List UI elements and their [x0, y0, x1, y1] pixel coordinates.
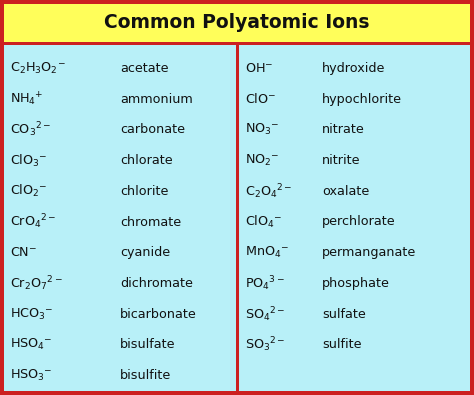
Text: bicarbonate: bicarbonate — [120, 308, 197, 321]
Text: CN$^{-}$: CN$^{-}$ — [10, 246, 37, 259]
Text: perchlorate: perchlorate — [322, 216, 396, 228]
Bar — [4, 4, 470, 42]
Bar — [236, 45, 239, 391]
Text: PO$_4$$^{3-}$: PO$_4$$^{3-}$ — [245, 274, 285, 293]
Text: nitrite: nitrite — [322, 154, 361, 167]
Text: CrO$_4$$^{2-}$: CrO$_4$$^{2-}$ — [10, 213, 56, 231]
Text: ammonium: ammonium — [120, 92, 193, 105]
Text: C$_2$O$_4$$^{2-}$: C$_2$O$_4$$^{2-}$ — [245, 182, 292, 201]
Text: Common Polyatomic Ions: Common Polyatomic Ions — [104, 13, 370, 32]
Text: ClO$_3$$^{-}$: ClO$_3$$^{-}$ — [10, 152, 47, 169]
Text: sulfate: sulfate — [322, 308, 366, 321]
Text: SO$_4$$^{2-}$: SO$_4$$^{2-}$ — [245, 305, 285, 324]
Text: hypochlorite: hypochlorite — [322, 92, 402, 105]
Text: dichromate: dichromate — [120, 277, 193, 290]
Text: ClO$_2$$^{-}$: ClO$_2$$^{-}$ — [10, 183, 47, 199]
Text: CO$_3$$^{2-}$: CO$_3$$^{2-}$ — [10, 120, 51, 139]
Text: NO$_3$$^{-}$: NO$_3$$^{-}$ — [245, 122, 280, 137]
Text: ClO$_4$$^{-}$: ClO$_4$$^{-}$ — [245, 214, 283, 230]
Text: SO$_3$$^{2-}$: SO$_3$$^{2-}$ — [245, 336, 285, 354]
Text: bisulfite: bisulfite — [120, 369, 171, 382]
Text: sulfite: sulfite — [322, 339, 362, 352]
Bar — [4, 42, 470, 45]
Bar — [4, 45, 470, 391]
Text: chlorate: chlorate — [120, 154, 173, 167]
Text: phosphate: phosphate — [322, 277, 390, 290]
Text: acetate: acetate — [120, 62, 168, 75]
Text: ClO$^{-}$: ClO$^{-}$ — [245, 92, 276, 106]
Text: Cr$_2$O$_7$$^{2-}$: Cr$_2$O$_7$$^{2-}$ — [10, 274, 63, 293]
Text: permanganate: permanganate — [322, 246, 416, 259]
Text: C$_2$H$_3$O$_2$$^{-}$: C$_2$H$_3$O$_2$$^{-}$ — [10, 61, 66, 76]
Text: MnO$_4$$^{-}$: MnO$_4$$^{-}$ — [245, 245, 289, 260]
Text: OH$^{-}$: OH$^{-}$ — [245, 62, 273, 75]
Text: NH$_4$$^{+}$: NH$_4$$^{+}$ — [10, 90, 44, 108]
Text: nitrate: nitrate — [322, 123, 365, 136]
Text: HCO$_3$$^{-}$: HCO$_3$$^{-}$ — [10, 307, 54, 322]
Text: carbonate: carbonate — [120, 123, 185, 136]
Text: oxalate: oxalate — [322, 185, 369, 198]
Text: HSO$_3$$^{-}$: HSO$_3$$^{-}$ — [10, 368, 53, 383]
Text: HSO$_4$$^{-}$: HSO$_4$$^{-}$ — [10, 337, 53, 352]
Text: NO$_2$$^{-}$: NO$_2$$^{-}$ — [245, 153, 280, 168]
Text: cyanide: cyanide — [120, 246, 170, 259]
Text: hydroxide: hydroxide — [322, 62, 385, 75]
Text: chromate: chromate — [120, 216, 181, 228]
Text: bisulfate: bisulfate — [120, 339, 175, 352]
Text: chlorite: chlorite — [120, 185, 168, 198]
